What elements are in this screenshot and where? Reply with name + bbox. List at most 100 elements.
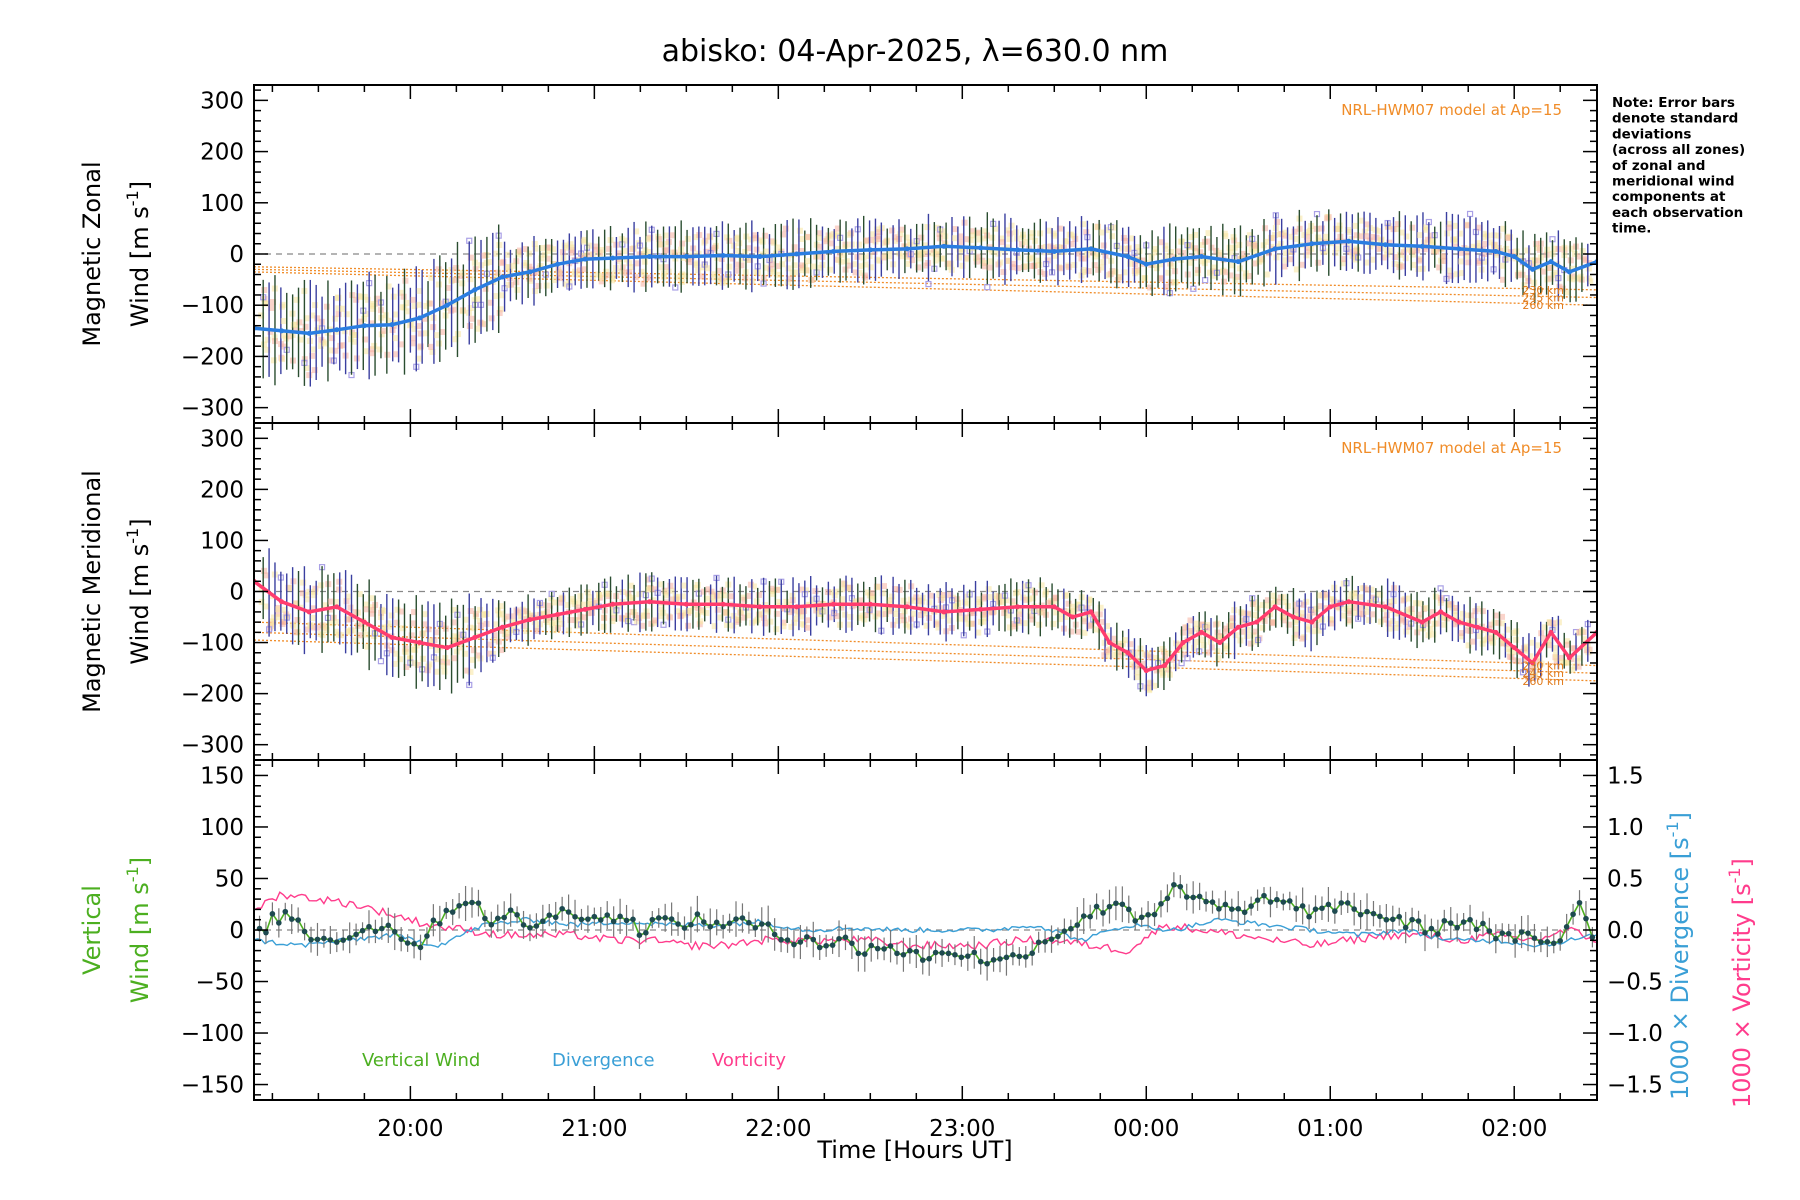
vertical-wind-point (952, 951, 958, 958)
note-line: deviations (1612, 126, 1691, 142)
zone-halo-marker (1099, 229, 1106, 236)
zone-marker (1466, 210, 1474, 218)
zone-halo-marker (1100, 242, 1107, 249)
zone-halo-marker (715, 597, 722, 604)
zone-halo-marker (1133, 649, 1140, 656)
zone-halo-marker (1232, 632, 1239, 639)
zone-halo-marker (1171, 653, 1178, 660)
zone-halo-marker (980, 618, 987, 625)
zone-halo-marker (585, 610, 592, 617)
zone-halo-marker (499, 627, 506, 634)
zone-halo-marker (1263, 271, 1270, 278)
zone-halo-marker (1191, 245, 1198, 252)
zone-halo-marker (1212, 621, 1219, 628)
zone-halo-marker (717, 591, 724, 598)
legend-item: Vorticity (712, 1050, 786, 1071)
vertical-wind-point (836, 935, 842, 942)
zone-halo-marker (1417, 611, 1424, 618)
vertical-wind-point (1422, 929, 1428, 936)
zone-halo-marker (1157, 665, 1164, 672)
zone-halo-marker (357, 632, 364, 639)
vertical-wind-point (887, 943, 894, 949)
zone-halo-marker (791, 244, 798, 251)
zone-halo-marker (1537, 246, 1544, 253)
zonal-wind-line (254, 239, 1597, 336)
zone-halo-marker (280, 332, 287, 339)
zone-halo-marker (1045, 227, 1052, 234)
zone-halo-marker (523, 628, 530, 635)
zone-halo-marker (403, 663, 410, 670)
zone-halo-marker (859, 604, 866, 611)
zone-halo-marker (1162, 246, 1169, 253)
vertical-wind-point (733, 916, 739, 922)
zone-halo-marker (657, 264, 664, 271)
zone-halo-marker (1504, 641, 1511, 648)
zone-halo-marker (832, 588, 839, 595)
zone-halo-marker (840, 251, 847, 258)
zone-halo-marker (1227, 272, 1234, 279)
zone-halo-marker (1098, 264, 1105, 271)
zone-halo-marker (1118, 649, 1125, 656)
zone-halo-marker (1018, 241, 1025, 248)
zone-halo-marker (267, 328, 274, 335)
zone-halo-marker (1188, 233, 1195, 240)
zone-halo-marker (417, 343, 424, 350)
zone-halo-marker (1185, 244, 1192, 251)
zone-halo-marker (394, 606, 401, 613)
zone-halo-marker (1459, 610, 1466, 617)
zone-halo-marker (314, 327, 321, 334)
zone-halo-marker (1368, 586, 1375, 593)
zone-marker (1190, 285, 1197, 292)
vertical-wind-point (1132, 918, 1139, 924)
zone-halo-marker (1446, 224, 1453, 231)
zone-halo-marker (290, 578, 297, 585)
zone-halo-marker (734, 267, 741, 274)
zone-halo-marker (853, 598, 860, 605)
zone-halo-marker (1057, 244, 1064, 251)
vertical-wind-point (1338, 900, 1345, 906)
wind-point (472, 287, 478, 293)
zone-halo-marker (1053, 594, 1060, 601)
zone-halo-marker (1226, 244, 1233, 251)
zone-halo-marker (335, 295, 342, 302)
zone-halo-marker (1164, 664, 1171, 671)
zone-halo-marker (798, 586, 805, 593)
zone-halo-marker (441, 662, 448, 669)
zone-halo-marker (467, 624, 474, 631)
zone-halo-marker (371, 629, 378, 636)
zone-halo-marker (1552, 651, 1559, 658)
zone-halo-marker (658, 606, 665, 613)
zone-halo-marker (1292, 235, 1299, 242)
zone-halo-marker (411, 660, 418, 667)
vertical-wind-point (1576, 899, 1583, 906)
zone-halo-marker (615, 250, 622, 257)
zone-halo-marker (1192, 231, 1199, 238)
zone-halo-marker (1421, 239, 1428, 246)
vertical-wind-point (482, 915, 488, 922)
zone-halo-marker (270, 618, 277, 625)
zone-halo-marker (1016, 611, 1023, 618)
zone-halo-marker (258, 312, 265, 319)
zone-halo-marker (464, 667, 471, 674)
zone-halo-marker (1524, 247, 1531, 254)
zone-halo-marker (790, 607, 797, 614)
zone-halo-marker (1151, 682, 1158, 689)
model-label: NRL-HWM07 model at Ap=15 (1341, 439, 1562, 457)
zone-halo-marker (323, 626, 330, 633)
zone-halo-marker (897, 613, 904, 620)
zone-halo-marker (1481, 258, 1488, 265)
vertical-wind-point (527, 924, 533, 931)
vertical-wind-point (1293, 905, 1300, 912)
zone-halo-marker (1550, 271, 1557, 278)
zone-halo-marker (917, 255, 924, 262)
zone-halo-marker (734, 235, 741, 242)
vertical-wind-point (958, 954, 965, 961)
y-tick-label: −150 (181, 1073, 244, 1099)
wind-point (499, 274, 505, 280)
zone-halo-marker (724, 621, 731, 628)
zone-halo-marker (907, 623, 914, 630)
zone-halo-marker (774, 263, 781, 270)
vertical-wind-point (295, 917, 301, 923)
zone-halo-marker (1234, 273, 1241, 280)
zone-halo-marker (279, 620, 286, 627)
